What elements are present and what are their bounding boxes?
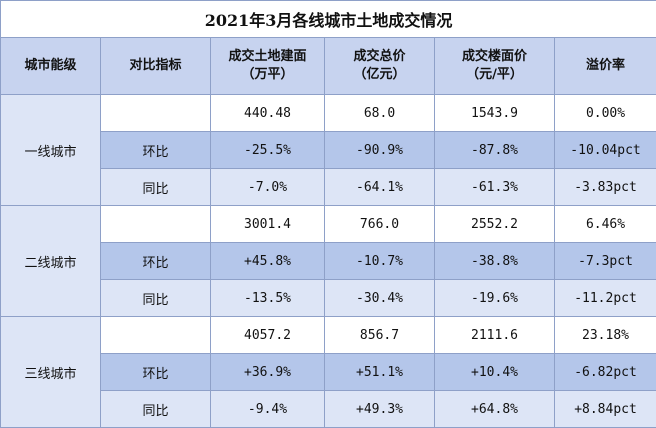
price-cell: -87.8%: [435, 132, 555, 169]
metric-cell: 同比: [101, 391, 211, 428]
metric-cell: 环比: [101, 354, 211, 391]
table-title: 2021年3月各线城市土地成交情况: [1, 1, 656, 38]
total-cell: -30.4%: [325, 280, 435, 317]
metric-cell: 环比: [101, 243, 211, 280]
metric-cell: 同比: [101, 169, 211, 206]
total-cell: +49.3%: [325, 391, 435, 428]
metric-cell: [101, 317, 211, 354]
area-cell: 3001.4: [211, 206, 325, 243]
price-cell: +10.4%: [435, 354, 555, 391]
price-cell: -61.3%: [435, 169, 555, 206]
header-total: 成交总价 （亿元）: [325, 38, 435, 95]
header-price-line2: （元/平）: [435, 66, 554, 84]
area-cell: -7.0%: [211, 169, 325, 206]
premium-cell: -10.04pct: [555, 132, 656, 169]
header-area-line2: （万平）: [211, 66, 324, 84]
premium-cell: -7.3pct: [555, 243, 656, 280]
metric-cell: [101, 206, 211, 243]
area-cell: +36.9%: [211, 354, 325, 391]
header-total-line1: 成交总价: [325, 48, 434, 66]
premium-cell: -11.2pct: [555, 280, 656, 317]
header-price: 成交楼面价 （元/平）: [435, 38, 555, 95]
tier-cell: 三线城市: [1, 317, 101, 428]
total-cell: 856.7: [325, 317, 435, 354]
price-cell: -19.6%: [435, 280, 555, 317]
premium-cell: 0.00%: [555, 95, 656, 132]
total-cell: -10.7%: [325, 243, 435, 280]
premium-cell: 6.46%: [555, 206, 656, 243]
tier-cell: 一线城市: [1, 95, 101, 206]
header-premium: 溢价率: [555, 38, 656, 95]
premium-cell: 23.18%: [555, 317, 656, 354]
area-cell: 440.48: [211, 95, 325, 132]
metric-cell: 同比: [101, 280, 211, 317]
price-cell: -38.8%: [435, 243, 555, 280]
header-area-line1: 成交土地建面: [211, 48, 324, 66]
premium-cell: -6.82pct: [555, 354, 656, 391]
total-cell: 68.0: [325, 95, 435, 132]
table-row: 三线城市 4057.2 856.7 2111.6 23.18%: [1, 317, 656, 354]
metric-cell: [101, 95, 211, 132]
total-cell: +51.1%: [325, 354, 435, 391]
area-cell: +45.8%: [211, 243, 325, 280]
metric-cell: 环比: [101, 132, 211, 169]
premium-cell: -3.83pct: [555, 169, 656, 206]
header-metric: 对比指标: [101, 38, 211, 95]
header-area: 成交土地建面 （万平）: [211, 38, 325, 95]
total-cell: 766.0: [325, 206, 435, 243]
premium-cell: +8.84pct: [555, 391, 656, 428]
header-tier: 城市能级: [1, 38, 101, 95]
price-cell: 2552.2: [435, 206, 555, 243]
area-cell: -9.4%: [211, 391, 325, 428]
area-cell: -25.5%: [211, 132, 325, 169]
area-cell: 4057.2: [211, 317, 325, 354]
price-cell: +64.8%: [435, 391, 555, 428]
table-row: 一线城市 440.48 68.0 1543.9 0.00%: [1, 95, 656, 132]
total-cell: -90.9%: [325, 132, 435, 169]
total-cell: -64.1%: [325, 169, 435, 206]
price-cell: 2111.6: [435, 317, 555, 354]
tier-cell: 二线城市: [1, 206, 101, 317]
table-row: 二线城市 3001.4 766.0 2552.2 6.46%: [1, 206, 656, 243]
header-total-line2: （亿元）: [325, 66, 434, 84]
header-price-line1: 成交楼面价: [435, 48, 554, 66]
price-cell: 1543.9: [435, 95, 555, 132]
area-cell: -13.5%: [211, 280, 325, 317]
